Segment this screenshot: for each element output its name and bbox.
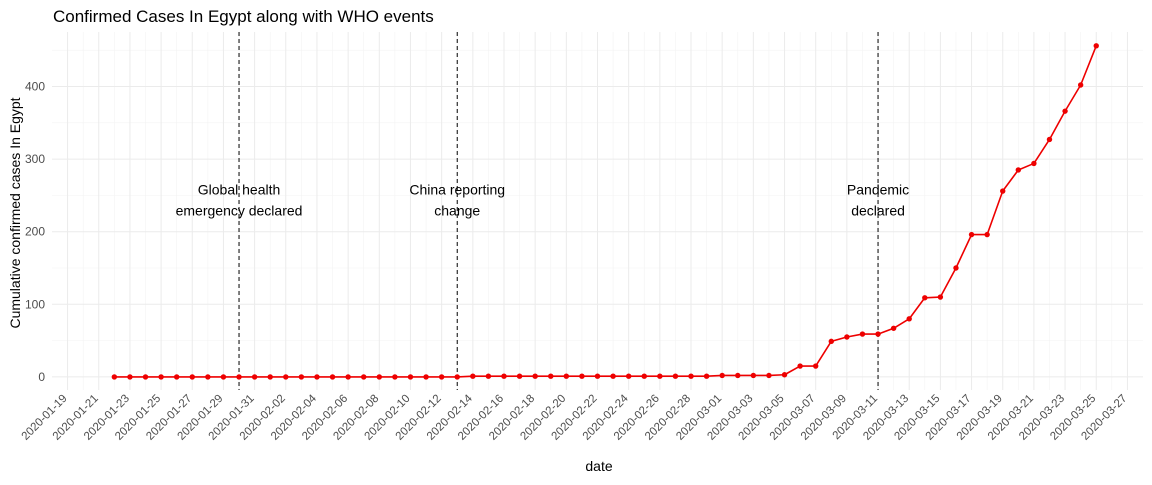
data-point (1000, 188, 1006, 194)
data-point (890, 325, 897, 331)
data-point (703, 373, 710, 379)
data-point (594, 373, 601, 379)
data-point (828, 338, 834, 345)
axes: 01002003004002020-01-192020-01-212020-01… (20, 79, 1130, 442)
data-point (1015, 167, 1022, 173)
data-point (532, 373, 538, 379)
data-point (579, 373, 585, 379)
data-point (423, 374, 429, 380)
data-point (158, 374, 164, 380)
data-point (470, 373, 476, 379)
data-point (1046, 136, 1053, 143)
data-point (610, 373, 616, 379)
data-point (329, 374, 336, 380)
data-point (813, 363, 819, 369)
chart-title: Confirmed Cases In Egypt along with WHO … (53, 7, 434, 26)
data-point (797, 363, 803, 369)
data-point (516, 373, 523, 379)
data-point (563, 373, 570, 379)
data-point (438, 374, 445, 380)
data-point (688, 373, 694, 379)
event-label: declared (851, 203, 905, 219)
event-label: Pandemic (847, 182, 909, 198)
data-point (968, 231, 975, 238)
data-point (251, 374, 258, 380)
data-point (220, 374, 227, 380)
data-point (875, 331, 881, 337)
data-point (750, 372, 757, 379)
data-point (906, 316, 912, 322)
data-point (1093, 43, 1099, 49)
data-point (859, 331, 866, 337)
x-axis-title: date (585, 458, 612, 474)
data-point (189, 374, 195, 380)
data-point (922, 295, 928, 301)
event-lines: Global health emergency declared China rep… (176, 32, 909, 390)
data-point (236, 374, 242, 380)
data-point (719, 372, 725, 379)
data-point (376, 374, 382, 380)
data-point (283, 374, 289, 380)
data-point (314, 374, 320, 380)
event-label: China reporting (409, 182, 505, 198)
data-point (267, 374, 273, 380)
data-point (485, 373, 492, 379)
y-tick-label: 400 (25, 79, 45, 93)
data-point (142, 374, 149, 380)
data-point (766, 372, 772, 379)
event-label: Global health (198, 182, 281, 198)
series (111, 43, 1099, 380)
data-point (625, 373, 632, 379)
data-point (407, 374, 414, 380)
y-tick-label: 100 (25, 297, 45, 311)
data-point (361, 374, 367, 380)
data-point (345, 374, 351, 380)
y-tick-label: 300 (25, 152, 45, 166)
grid (52, 32, 1143, 390)
event-label: emergency declared (176, 203, 303, 219)
data-point (454, 374, 460, 380)
data-point (392, 374, 398, 380)
data-point (501, 373, 507, 379)
data-point (1077, 82, 1084, 88)
data-point (953, 265, 959, 271)
data-point (657, 373, 663, 379)
y-tick-label: 200 (25, 225, 45, 239)
data-point (984, 231, 990, 238)
data-point (205, 374, 211, 380)
data-point (735, 372, 741, 379)
data-point (1062, 108, 1068, 114)
series-line (114, 45, 1097, 378)
data-point (298, 374, 305, 380)
data-point (641, 373, 647, 379)
data-point (173, 374, 180, 380)
data-point (127, 374, 133, 380)
y-axis-title: Cumulative confirmed cases In Egypt (7, 97, 23, 328)
data-point (672, 373, 679, 379)
data-point (781, 372, 788, 378)
data-point (1031, 160, 1037, 167)
y-tick-label: 0 (38, 370, 45, 384)
data-point (937, 294, 944, 300)
data-point (844, 334, 850, 340)
event-label: change (434, 203, 480, 219)
data-point (111, 374, 118, 380)
data-point (548, 373, 554, 379)
